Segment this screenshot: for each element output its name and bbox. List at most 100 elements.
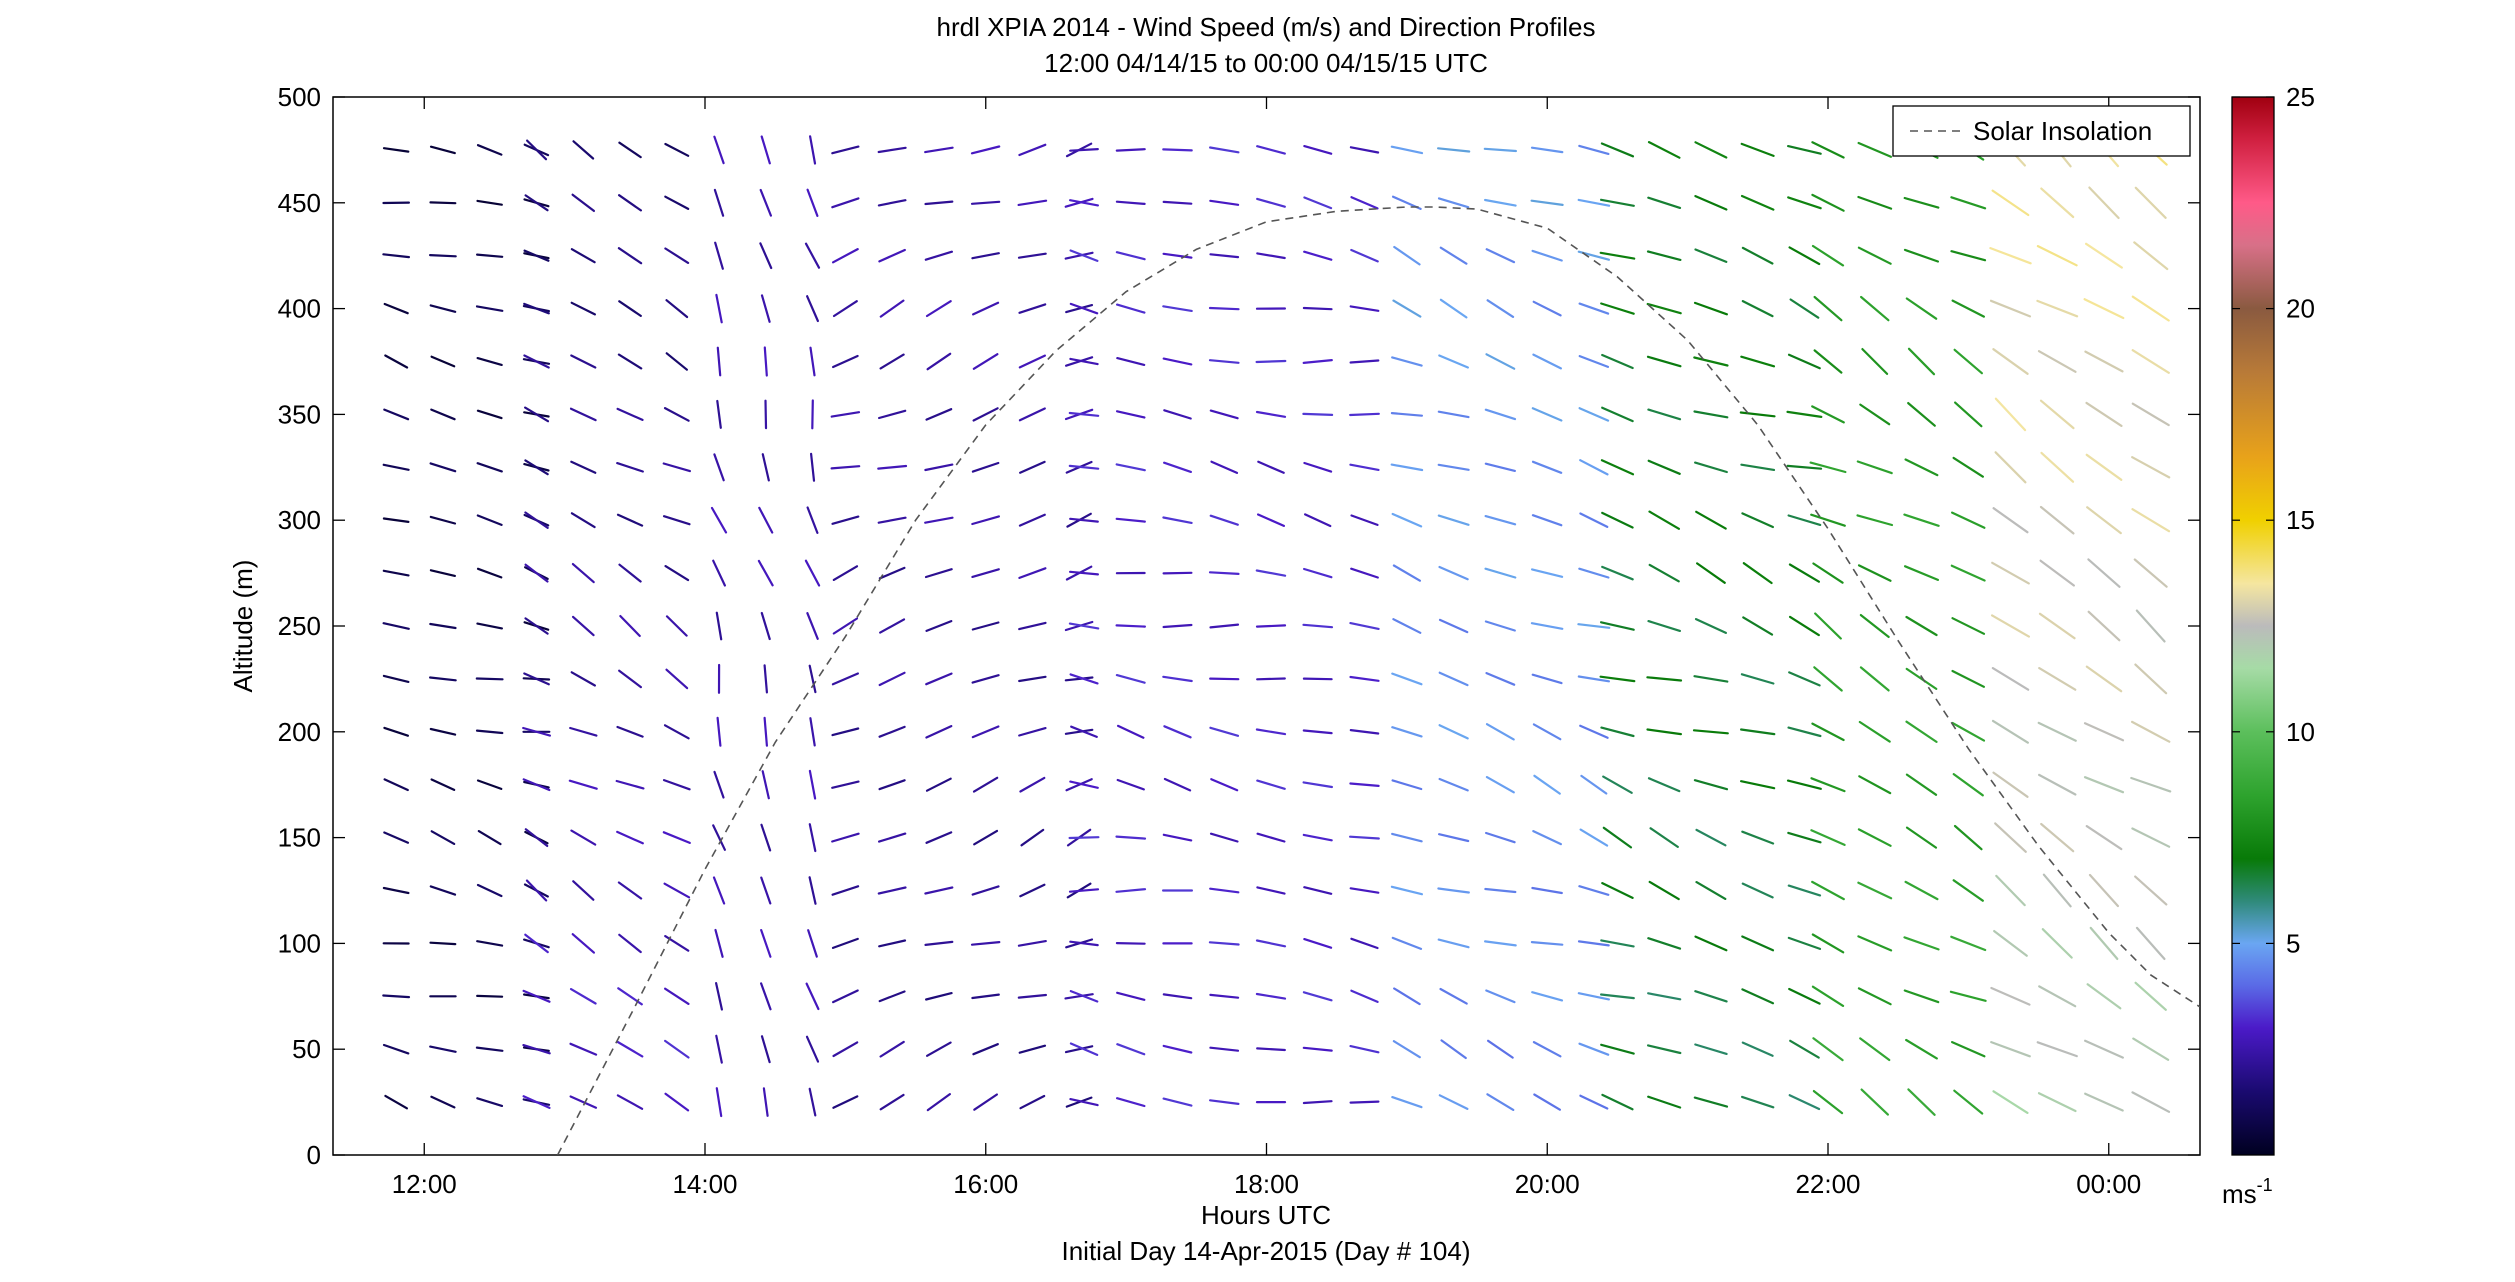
- wind-vector: [568, 779, 598, 790]
- wind-vector: [1439, 298, 1468, 319]
- y-axis-ticks: 0 50 100 150 200 250 300 350 400 450 500: [278, 82, 2200, 1170]
- wind-vector: [383, 831, 410, 844]
- wind-vector: [1907, 1088, 1936, 1116]
- wind-vector: [524, 617, 549, 635]
- wind-vector: [1860, 1088, 1890, 1116]
- wind-vector: [831, 145, 860, 155]
- wind-vector: [877, 464, 908, 470]
- wind-vector: [1017, 993, 1048, 999]
- wind-vector: [1951, 721, 1986, 742]
- wind-vector: [925, 672, 953, 686]
- wind-vector: [1739, 728, 1776, 736]
- wind-vector: [1256, 1047, 1286, 1052]
- wind-vector: [760, 823, 772, 852]
- wind-vector: [760, 135, 771, 165]
- wind-vector: [2085, 824, 2123, 851]
- wind-vector: [763, 664, 769, 694]
- wind-vector: [475, 729, 504, 735]
- wind-vector: [2131, 456, 2171, 479]
- wind-vector: [1812, 1037, 1844, 1062]
- wind-vector: [1694, 1043, 1728, 1056]
- colorbar-tick-label: 15: [2286, 505, 2315, 535]
- wind-vector: [662, 462, 692, 473]
- wind-vector: [1437, 833, 1470, 843]
- wind-vector: [1069, 780, 1099, 789]
- wind-vector: [831, 937, 859, 950]
- wind-vector: [2134, 186, 2167, 219]
- wind-vector: [2084, 350, 2124, 373]
- wind-vector: [714, 981, 724, 1011]
- wind-vector: [1694, 141, 1728, 159]
- wind-vector: [1437, 410, 1470, 419]
- wind-vector: [1578, 885, 1610, 896]
- wind-vector: [1115, 200, 1146, 205]
- wind-vector: [383, 778, 409, 792]
- wind-vector: [2039, 505, 2075, 535]
- wind-vector: [2131, 720, 2171, 743]
- wind-vector: [925, 777, 952, 792]
- wind-vector: [1532, 353, 1563, 370]
- wind-vector: [808, 135, 817, 165]
- wind-vector: [1255, 359, 1287, 364]
- wind-vector: [1390, 463, 1424, 472]
- wind-vector: [1577, 940, 1610, 947]
- wind-vector: [1018, 460, 1046, 474]
- wind-vector: [1209, 1046, 1240, 1052]
- wind-vector: [382, 463, 410, 471]
- wind-vector: [1484, 514, 1517, 526]
- wind-vector: [972, 353, 999, 370]
- colorbar-gradient: [2231, 96, 2275, 1156]
- wind-vector: [1950, 935, 1987, 952]
- wind-vector: [1349, 728, 1380, 735]
- wind-vector: [523, 249, 550, 262]
- wind-vector: [877, 199, 907, 207]
- wind-vector: [1599, 621, 1635, 631]
- wind-vector: [1115, 148, 1146, 152]
- wind-vector: [759, 982, 772, 1011]
- wind-vector: [808, 1087, 817, 1117]
- wind-vector: [1390, 145, 1424, 155]
- wind-vector: [1811, 933, 1845, 954]
- colorbar: 5 10 15 20 25 ms-1: [2222, 82, 2315, 1209]
- wind-vector: [1438, 724, 1469, 740]
- wind-vector: [971, 301, 1000, 316]
- wind-vector: [1209, 887, 1240, 894]
- wind-vector: [429, 515, 457, 525]
- wind-vector: [804, 559, 821, 587]
- wind-vector: [523, 406, 550, 423]
- wind-vector: [712, 824, 727, 851]
- wind-vector: [1302, 359, 1333, 364]
- y-tick-label: 100: [278, 928, 321, 958]
- wind-vector: [1953, 1089, 1984, 1115]
- wind-vector: [1859, 1037, 1891, 1062]
- wind-vector: [1485, 353, 1516, 370]
- wind-vector: [1905, 667, 1938, 691]
- wind-vector: [1069, 1042, 1099, 1057]
- wind-vector: [1116, 991, 1146, 1001]
- wind-vector: [429, 885, 457, 896]
- wind-vector: [1787, 936, 1822, 951]
- wind-vector: [1861, 348, 1889, 375]
- wind-vector: [619, 614, 641, 638]
- wind-vector: [1788, 987, 1821, 1005]
- wind-vector: [1903, 196, 1940, 209]
- wind-vector: [1648, 563, 1680, 583]
- wind-vector: [1857, 987, 1892, 1006]
- wind-vector: [1995, 874, 2026, 907]
- wind-vector: [1990, 1040, 2031, 1058]
- wind-vector: [716, 716, 722, 747]
- wind-vector: [1952, 879, 1984, 902]
- wind-vector: [925, 619, 953, 633]
- wind-vector: [2042, 873, 2072, 908]
- wind-vector: [760, 611, 771, 641]
- wind-vector: [663, 987, 690, 1006]
- wind-vector: [1483, 940, 1517, 947]
- wind-vector: [1483, 147, 1518, 153]
- wind-vector: [429, 201, 457, 205]
- wind-vector: [806, 188, 819, 217]
- wind-vector: [663, 407, 690, 422]
- wind-vector: [2131, 402, 2170, 427]
- x-tick-label: 20:00: [1515, 1169, 1580, 1199]
- wind-vector: [1905, 615, 1938, 637]
- wind-vector: [879, 618, 906, 634]
